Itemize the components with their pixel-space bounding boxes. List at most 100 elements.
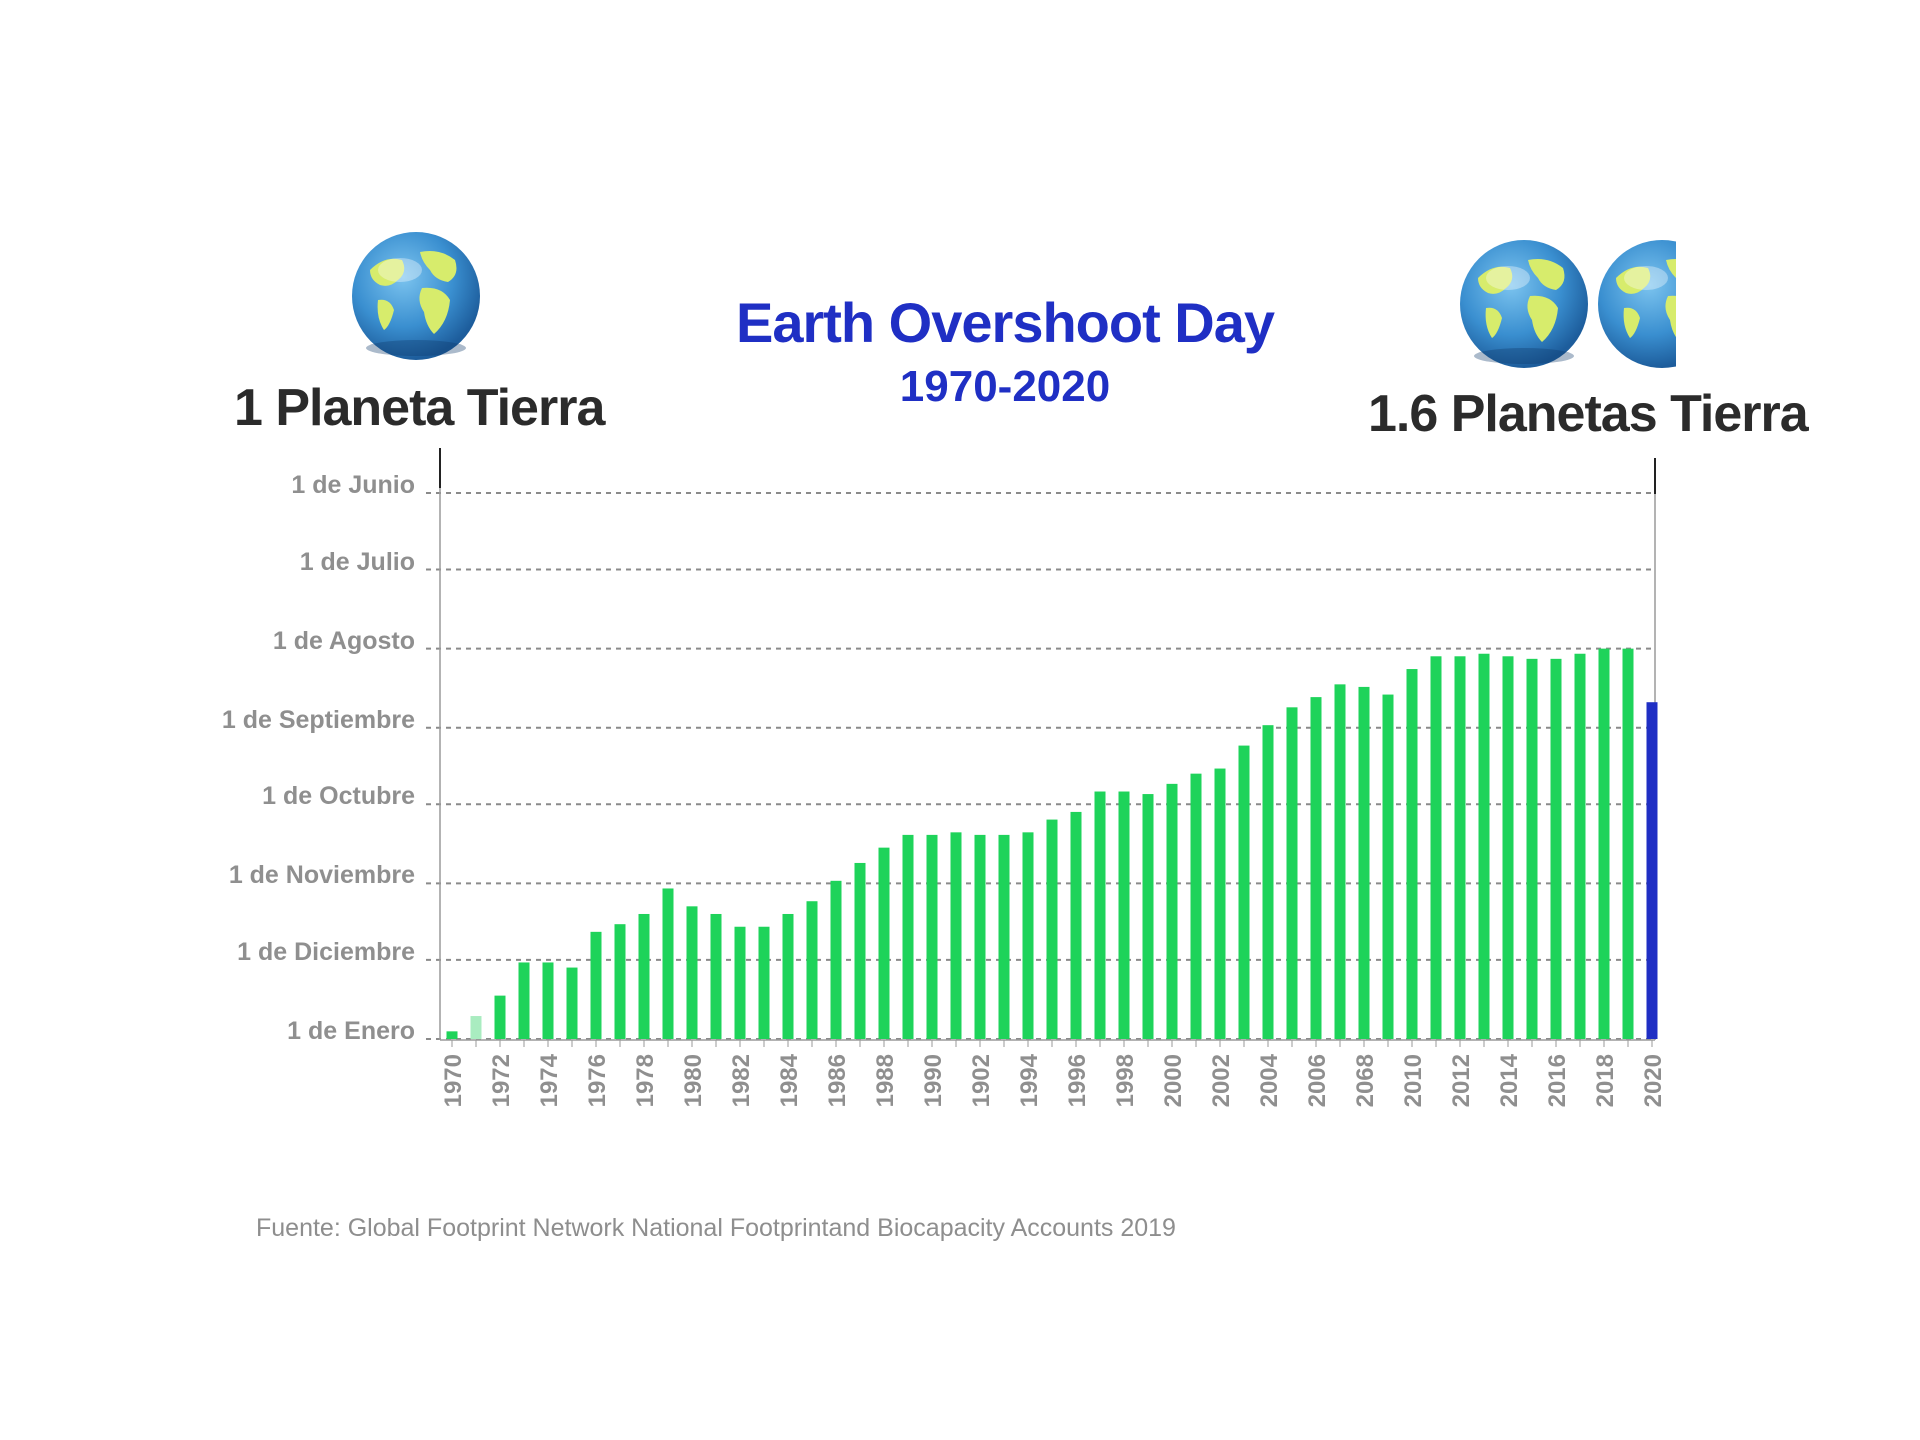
x-tick-label: 2018 (1592, 1054, 1619, 1107)
chart-subtitle: 1970-2020 (899, 362, 1111, 411)
source-note: Fuente: Global Footprint Network Nationa… (256, 1214, 1176, 1242)
x-tick-label: 1990 (920, 1054, 947, 1107)
bar-2007 (1334, 684, 1346, 1039)
bar-2019 (1622, 648, 1634, 1039)
bar-2002 (1214, 768, 1226, 1039)
bar-2008 (1358, 686, 1370, 1039)
x-tick-label: 2020 (1640, 1054, 1667, 1107)
bar-1998 (1118, 791, 1130, 1039)
bar-1979 (662, 888, 674, 1039)
bar-1971 (470, 1016, 482, 1039)
x-tick-label: 2004 (1256, 1053, 1283, 1107)
x-tick-label: 1982 (728, 1054, 755, 1107)
x-axis-labels: 1970 1972 1974 1976 1978 1980 1982 1984 1986 1988… (440, 1053, 1667, 1107)
bar-1991 (950, 832, 962, 1039)
bar-1995 (1046, 819, 1058, 1039)
bar-1983 (758, 926, 770, 1039)
chart-title: Earth Overshoot Day (735, 291, 1275, 354)
y-tick-label: 1 de Septiembre (221, 705, 415, 734)
y-tick-label: 1 de Diciembre (237, 937, 415, 966)
earth-globe-icon (350, 230, 482, 362)
earth-globe-icon-svg (1460, 240, 1588, 368)
earth-globe-icon-svg (1598, 240, 1676, 368)
bar-1999 (1142, 794, 1154, 1039)
bar-1992 (974, 834, 986, 1039)
x-tick-label: 1970 (440, 1054, 467, 1107)
x-tick-label: 1902 (968, 1054, 995, 1107)
bar-2013 (1478, 653, 1490, 1039)
bar-1990 (926, 834, 938, 1039)
y-tick-label: 1 de Octubre (262, 782, 415, 811)
bar-1996 (1070, 811, 1082, 1039)
x-tick-label: 2016 (1544, 1054, 1571, 1107)
bar-2005 (1286, 707, 1298, 1039)
bar-1974 (542, 962, 554, 1039)
x-tick-label: 2068 (1352, 1054, 1379, 1107)
y-tick-label: 1 de Enero (287, 1017, 415, 1045)
bar-2012 (1454, 656, 1466, 1039)
x-tick-label: 2012 (1448, 1054, 1475, 1107)
bar-1975 (566, 967, 578, 1039)
bar-2011 (1430, 656, 1442, 1039)
earth-globe-icon-svg (352, 232, 480, 360)
bar-2009 (1382, 694, 1394, 1039)
bar-2003 (1238, 745, 1250, 1039)
x-tick-label: 1978 (632, 1054, 659, 1107)
bars (446, 648, 1658, 1047)
x-tick-label: 1984 (776, 1053, 803, 1107)
x-tick-label: 2002 (1208, 1054, 1235, 1107)
x-tick-label: 1988 (872, 1054, 899, 1107)
bar-2018 (1598, 648, 1610, 1039)
earth-globe-icon (1596, 238, 1676, 370)
bar-1981 (710, 913, 722, 1039)
bar-1976 (590, 931, 602, 1039)
bar-2016 (1550, 658, 1562, 1039)
bar-1984 (782, 913, 794, 1039)
bar-1970 (446, 1031, 458, 1039)
bar-1997 (1094, 791, 1106, 1039)
gridlines (426, 492, 1655, 1040)
bar-2020 (1646, 702, 1658, 1039)
y-tick-label: 1 de Agosto (272, 626, 415, 655)
bar-2010 (1406, 669, 1418, 1039)
right-caption: 1.6 Planetas Tierra (1368, 385, 1809, 443)
bar-2017 (1574, 653, 1586, 1039)
earth-globe-icon (1458, 238, 1590, 370)
bar-2001 (1190, 773, 1202, 1039)
bar-1980 (686, 906, 698, 1039)
bar-1972 (494, 995, 506, 1039)
bar-1977 (614, 924, 626, 1039)
bar-2000 (1166, 783, 1178, 1039)
bar-1978 (638, 913, 650, 1039)
bar-1985 (806, 901, 818, 1039)
y-tick-label: 1 de Julio (299, 547, 415, 576)
x-tick-label: 1986 (824, 1054, 851, 1107)
bar-1982 (734, 926, 746, 1039)
x-tick-label: 1998 (1112, 1054, 1139, 1107)
x-tick-label: 2000 (1160, 1054, 1187, 1107)
x-tick-label: 1980 (680, 1054, 707, 1107)
bar-1986 (830, 880, 842, 1039)
bar-1973 (518, 962, 530, 1039)
left-caption: 1 Planeta Tierra (234, 379, 605, 437)
y-tick-label: 1 de Junio (291, 471, 415, 499)
y-tick-label: 1 de Noviembre (228, 861, 415, 890)
x-tick-label: 1996 (1064, 1054, 1091, 1107)
bar-2004 (1262, 725, 1274, 1039)
bar-2014 (1502, 656, 1514, 1039)
x-tick-label: 1974 (536, 1053, 563, 1107)
x-tick-label: 1972 (488, 1054, 515, 1107)
bar-2006 (1310, 697, 1322, 1039)
bar-2015 (1526, 658, 1538, 1039)
x-tick-label: 1976 (584, 1054, 611, 1107)
x-tick-label: 2014 (1496, 1053, 1523, 1107)
x-tick-label: 1994 (1016, 1053, 1043, 1107)
bar-1993 (998, 834, 1010, 1039)
x-tick-label: 2006 (1304, 1054, 1331, 1107)
x-tick-label: 2010 (1400, 1054, 1427, 1107)
bar-1988 (878, 847, 890, 1039)
bar-1994 (1022, 832, 1034, 1039)
bar-1989 (902, 834, 914, 1039)
bar-1987 (854, 862, 866, 1039)
